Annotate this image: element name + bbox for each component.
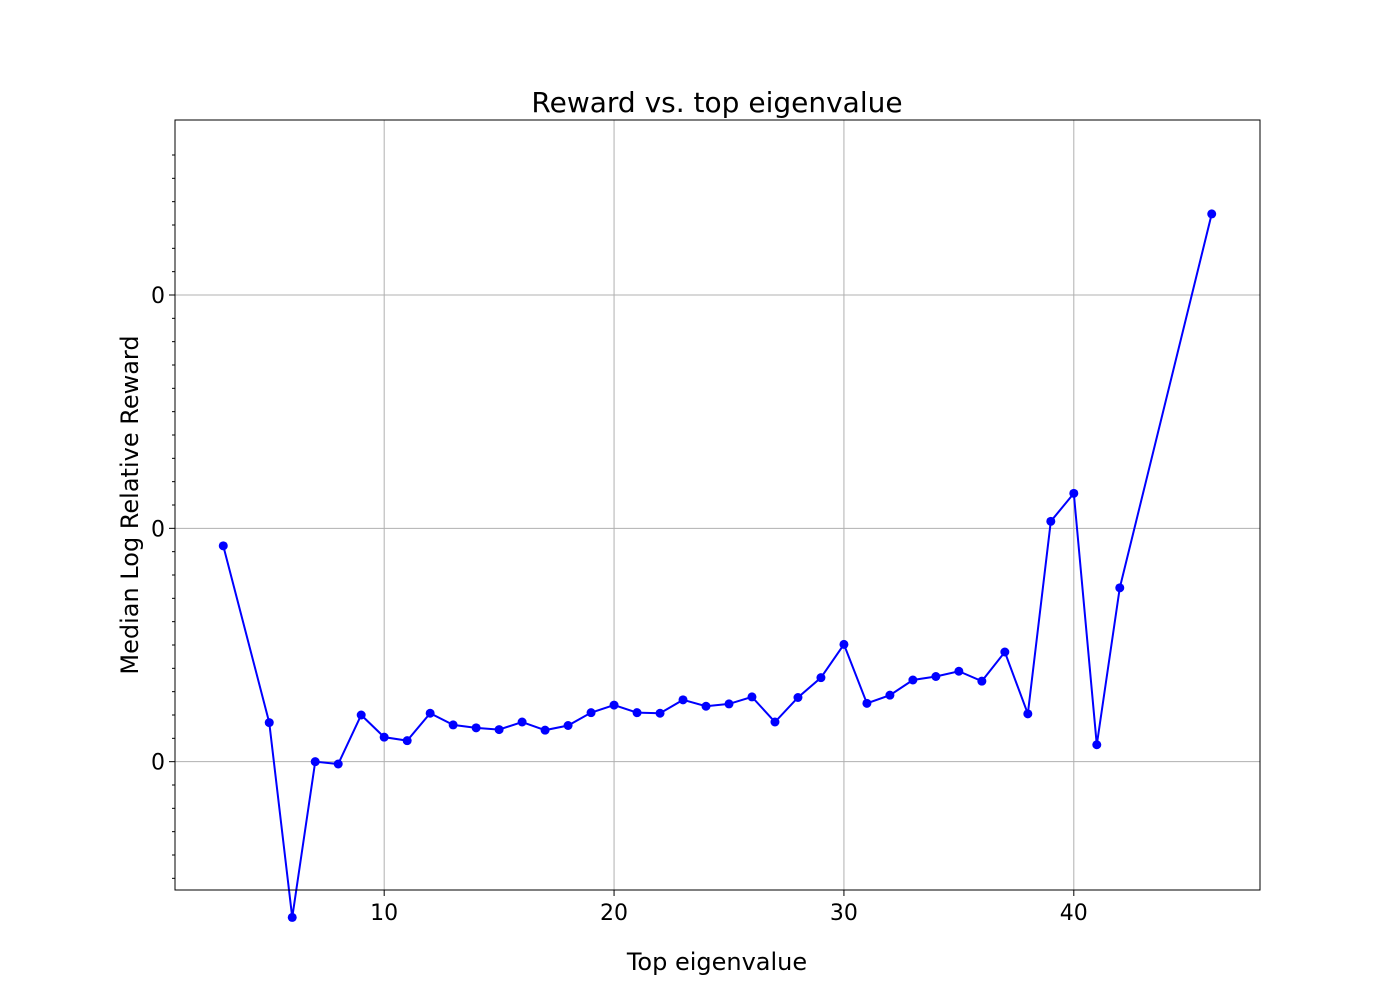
data-point [586,708,596,718]
data-point [724,699,734,709]
data-point [356,710,366,720]
data-point [310,757,320,767]
data-point [609,700,619,710]
data-point [1092,740,1102,750]
data-point [655,708,665,718]
data-point [1046,516,1056,526]
data-point [908,675,918,685]
data-point [977,676,987,686]
data-point [701,701,711,711]
y-tick-label: 0 [151,751,165,776]
data-point [218,541,228,551]
x-tick-label: 20 [600,901,628,926]
data-point [1023,709,1033,719]
x-tick-label: 10 [370,901,398,926]
data-point [678,695,688,705]
data-point [816,673,826,683]
series-line [222,213,1213,918]
data-point [264,718,274,728]
x-axis-label: Top eigenvalue [626,948,807,976]
data-point [563,721,573,730]
data-point [540,725,550,735]
plot-frame [174,119,1261,891]
y-tick-label: 0 [151,517,165,542]
data-point [793,693,803,702]
data-point [1207,209,1217,219]
data-point [402,736,412,746]
data-point [494,725,504,735]
data-point [517,717,527,727]
data-point [1069,488,1079,498]
series [218,209,1217,922]
data-point [931,672,941,681]
data-point [862,698,872,708]
data-point [839,639,849,649]
data-point [885,690,895,700]
x-tick-label: 30 [830,901,858,926]
grid [175,120,1260,890]
y-axis-label: Median Log Relative Reward [116,335,144,674]
data-point [448,720,458,730]
data-point [425,708,435,718]
data-point [770,717,780,727]
y-tick-label: 0 [151,284,165,309]
axis-ticks: 10 20 30 40 0 0 0 [151,154,1088,926]
data-point [471,723,481,733]
data-point [954,666,964,676]
x-tick-label: 40 [1060,901,1088,926]
data-point [1000,647,1010,657]
data-point [747,692,757,702]
data-point [632,708,642,718]
data-point [333,759,343,769]
data-point [379,732,389,742]
data-point [287,912,297,922]
chart-title: Reward vs. top eigenvalue [531,86,902,119]
data-point [1115,583,1125,593]
